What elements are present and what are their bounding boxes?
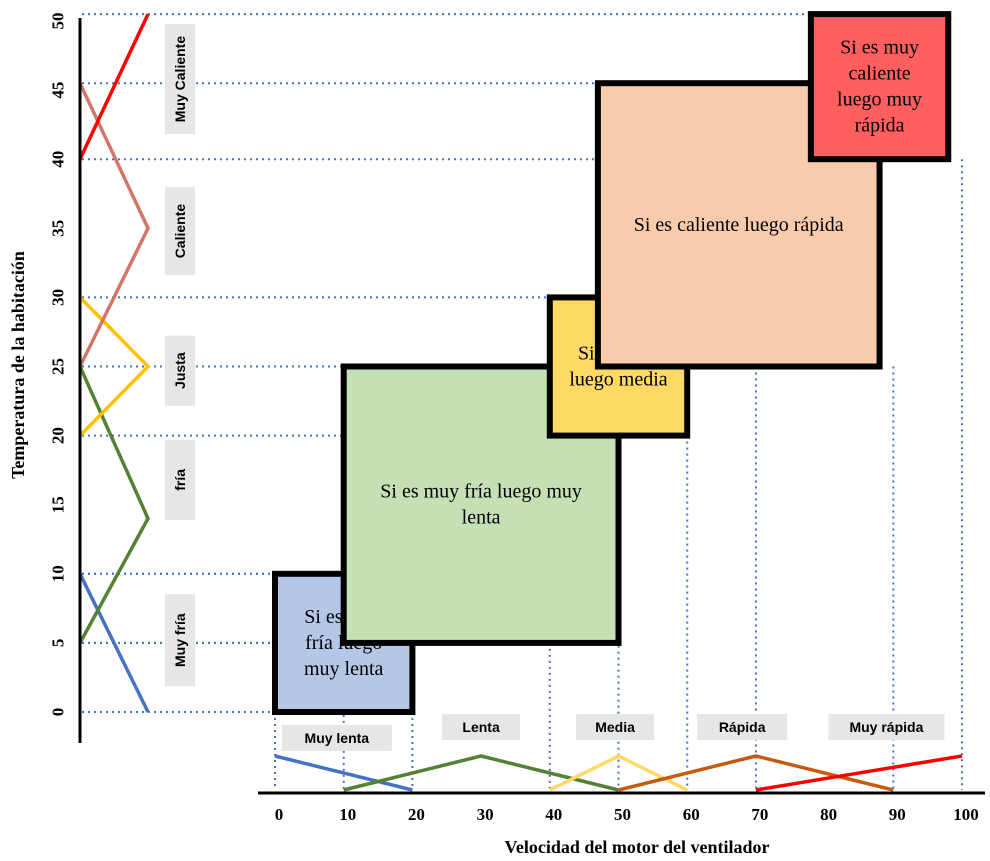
x-tick-40: 40 <box>545 805 562 824</box>
rule-text-4-2: luego muy <box>837 89 922 111</box>
speed-mf-muy-rapida <box>755 754 963 792</box>
temp-mf-muy-caliente <box>78 13 150 160</box>
x-tick-10: 10 <box>339 805 356 824</box>
y-tick-10: 10 <box>49 565 68 582</box>
y-tick-50: 50 <box>49 13 68 30</box>
x-tick-90: 90 <box>889 805 906 824</box>
temp-mf-fria <box>78 365 150 644</box>
temp-label-muy-caliente: Muy Caliente <box>165 24 195 135</box>
speed-label-muy-rapida-text: Muy rápida <box>849 719 923 735</box>
y-tick-35: 35 <box>49 220 68 237</box>
rule-box-3 <box>594 80 883 370</box>
y-tick-25: 25 <box>49 358 68 375</box>
rule-box-4 <box>807 11 952 163</box>
x-axis-title: Velocidad del motor del ventilador <box>505 837 770 857</box>
temp-label-justa: Justa <box>165 335 195 406</box>
y-tick-30: 30 <box>49 289 68 306</box>
temp-mf-caliente <box>78 82 150 368</box>
speed-label-media-text: Media <box>595 719 635 735</box>
temp-label-muy-fria-bg <box>165 594 195 687</box>
x-tick-0: 0 <box>275 805 284 824</box>
temp-label-caliente-bg <box>165 187 195 276</box>
rule-text-0-2: muy lenta <box>304 658 384 680</box>
speed-label-lenta-bg <box>442 714 521 740</box>
rule-text-4-3: rápida <box>855 115 905 137</box>
rule-text-3-0: Si es caliente luego rápida <box>634 214 844 236</box>
speed-label-media: Media <box>576 714 655 740</box>
speed-mf-rapida <box>618 754 894 792</box>
y-tick-labels: 0 5 10 15 20 25 30 35 40 45 50 <box>49 13 68 717</box>
rule-text-4-0: Si es muy <box>840 37 919 59</box>
speed-membership-functions: Muy lenta Lenta Media Rápida Muy rápida <box>274 714 963 792</box>
temp-mf-muy-fria <box>78 573 150 713</box>
temp-label-justa-text: Justa <box>172 352 188 389</box>
temp-label-fria: fría <box>165 439 195 520</box>
speed-label-rapida: Rápida <box>697 714 788 740</box>
temp-label-justa-bg <box>165 335 195 406</box>
rule-text-1-1: lenta <box>462 507 501 529</box>
temp-label-muy-fria: Muy fría <box>165 594 195 687</box>
x-tick-30: 30 <box>477 805 494 824</box>
rule-text-2-1: luego media <box>569 369 667 391</box>
temp-label-muy-fria-text: Muy fría <box>172 613 188 667</box>
x-tick-80: 80 <box>820 805 837 824</box>
x-tick-70: 70 <box>751 805 768 824</box>
y-tick-0: 0 <box>49 708 68 717</box>
rule-text-4-1: caliente <box>848 63 910 85</box>
y-tick-5: 5 <box>49 639 68 648</box>
x-tick-60: 60 <box>683 805 700 824</box>
temp-label-muy-caliente-bg <box>165 24 195 135</box>
speed-label-muy-lenta-text: Muy lenta <box>305 730 370 746</box>
x-tick-50: 50 <box>614 805 631 824</box>
speed-label-lenta-text: Lenta <box>462 719 500 735</box>
x-tick-20: 20 <box>408 805 425 824</box>
y-tick-40: 40 <box>49 151 68 168</box>
y-tick-20: 20 <box>49 427 68 444</box>
speed-label-muy-lenta-bg <box>281 725 392 751</box>
temp-label-fria-text: fría <box>172 469 188 491</box>
temp-label-caliente: Caliente <box>165 187 195 276</box>
speed-label-rapida-bg <box>697 714 788 740</box>
temp-label-muy-caliente-text: Muy Caliente <box>172 36 188 123</box>
temperature-membership-functions: Muy fría fría Justa Caliente Muy Caliente <box>78 13 195 713</box>
x-tick-100: 100 <box>953 805 979 824</box>
rule-text-1-0: Si es muy fría luego muy <box>380 481 582 503</box>
speed-label-muy-lenta: Muy lenta <box>281 725 392 751</box>
temp-label-fria-bg <box>165 439 195 520</box>
speed-label-muy-rapida: Muy rápida <box>828 714 945 740</box>
speed-label-muy-rapida-bg <box>828 714 945 740</box>
speed-label-media-bg <box>576 714 655 740</box>
y-axis-title: Temperatura de la habitación <box>8 251 28 479</box>
y-tick-45: 45 <box>49 82 68 99</box>
x-tick-labels: 0 10 20 30 40 50 60 70 80 90 100 <box>275 805 979 824</box>
speed-label-lenta: Lenta <box>442 714 521 740</box>
speed-label-rapida-text: Rápida <box>719 719 766 735</box>
temp-label-caliente-text: Caliente <box>172 204 188 259</box>
speed-mf-muy-lenta <box>274 754 413 792</box>
y-tick-15: 15 <box>49 496 68 513</box>
